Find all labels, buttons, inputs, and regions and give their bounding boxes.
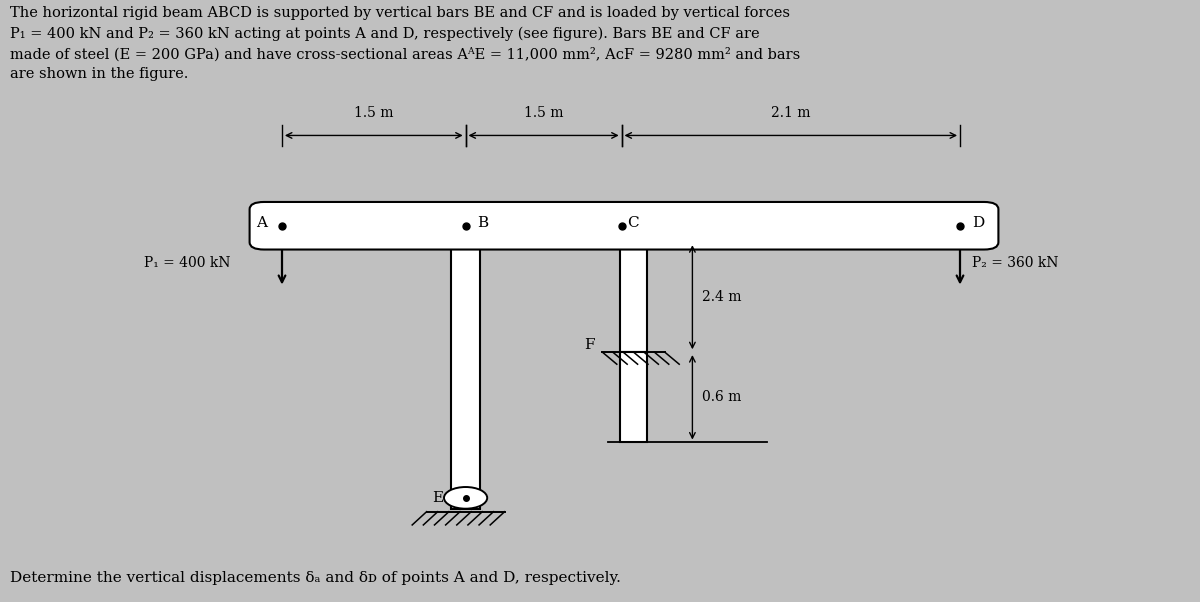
- Circle shape: [444, 487, 487, 509]
- Bar: [620, 352, 647, 442]
- Text: D: D: [972, 216, 984, 231]
- FancyBboxPatch shape: [250, 202, 998, 249]
- Text: P₂ = 360 kN: P₂ = 360 kN: [972, 256, 1058, 270]
- Text: F: F: [584, 338, 595, 352]
- Text: 2.4 m: 2.4 m: [702, 290, 742, 304]
- Text: 1.5 m: 1.5 m: [354, 106, 394, 120]
- Text: P₁ = 400 kN: P₁ = 400 kN: [144, 256, 230, 270]
- Text: A: A: [256, 216, 266, 231]
- Text: B: B: [478, 216, 488, 231]
- Bar: [620, 242, 647, 352]
- Text: 0.6 m: 0.6 m: [702, 390, 742, 405]
- Text: 2.1 m: 2.1 m: [772, 106, 810, 120]
- Text: Determine the vertical displacements δₐ and δᴅ of points A and D, respectively.: Determine the vertical displacements δₐ …: [10, 571, 620, 585]
- Text: E: E: [432, 491, 443, 505]
- Text: The horizontal rigid beam ABCD is supported by vertical bars BE and CF and is lo: The horizontal rigid beam ABCD is suppor…: [10, 6, 800, 81]
- Bar: [451, 242, 480, 509]
- Text: C: C: [628, 216, 640, 231]
- Text: 1.5 m: 1.5 m: [524, 106, 563, 120]
